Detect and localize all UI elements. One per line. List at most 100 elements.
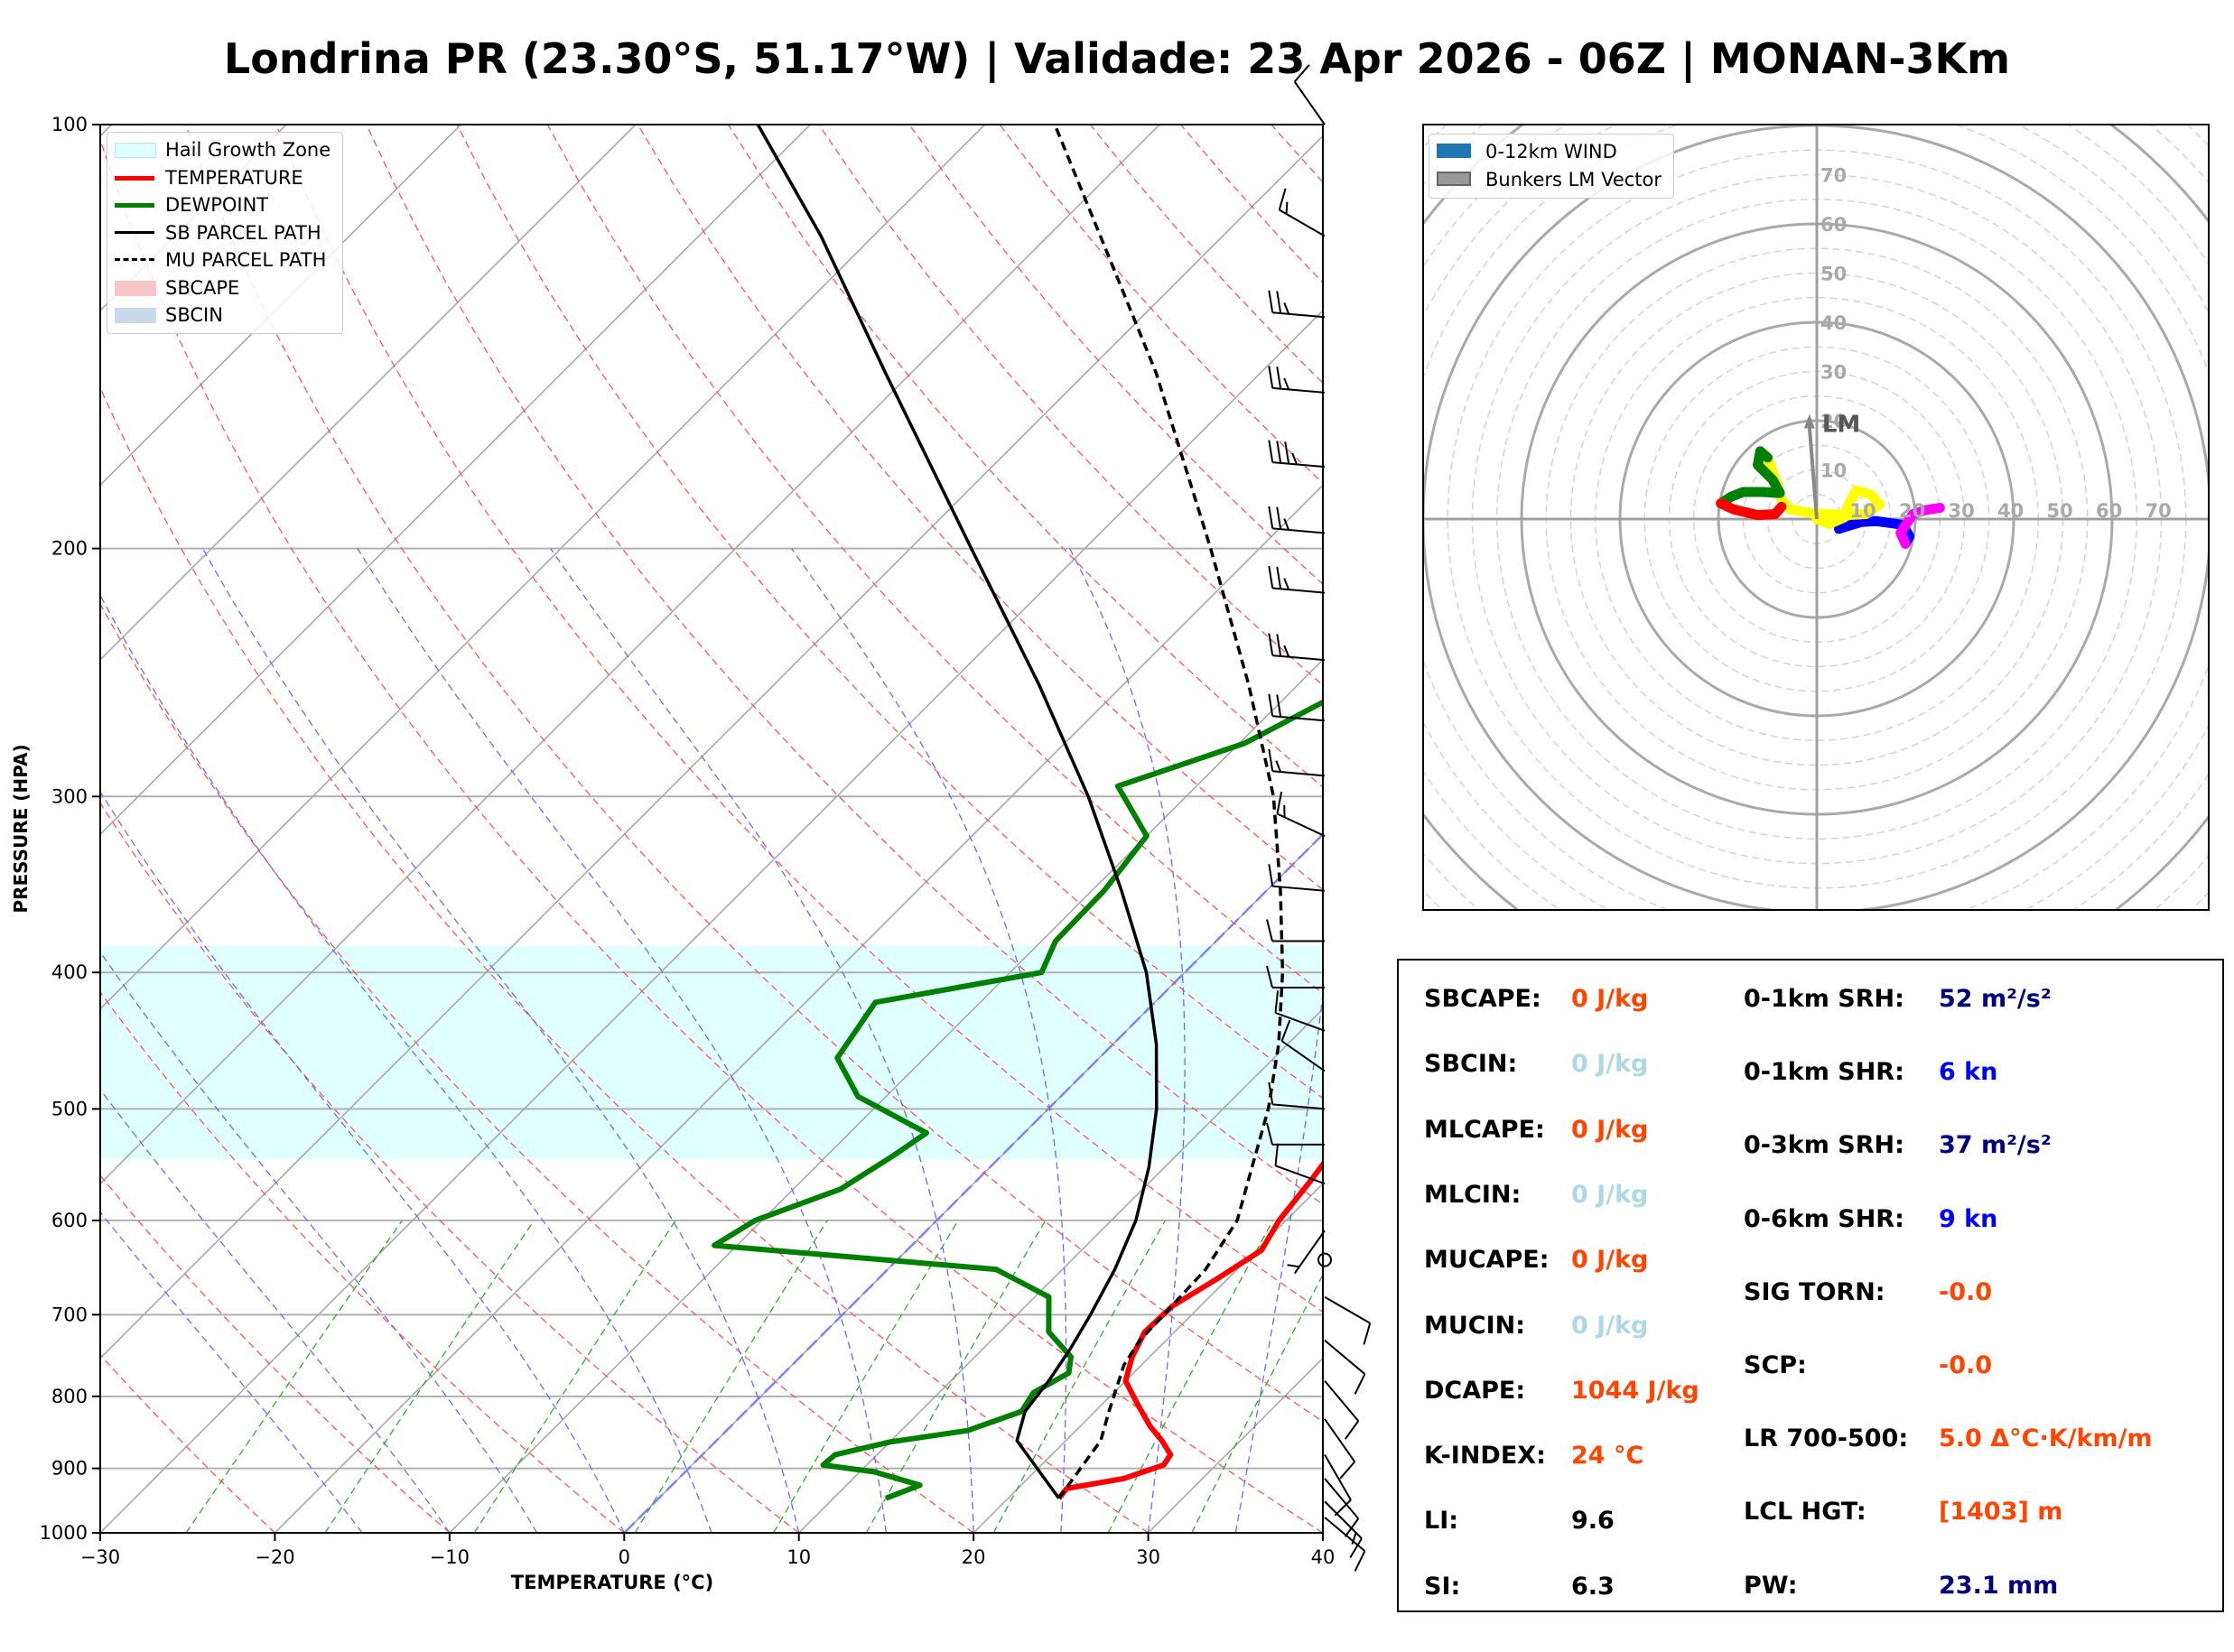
index-value: 1044 J/kg [1571, 1376, 1699, 1405]
mixing-ratio-line [773, 1220, 959, 1533]
index-label: 0-1km SHR: [1744, 1058, 1904, 1087]
ring-label-y: 50 [1820, 264, 1847, 285]
wind-barb [1324, 1380, 1360, 1440]
index-panel: SBCAPE: 0 J/kg SBCIN: 0 J/kg MLCAPE: 0 J/kg ML… [1397, 959, 2224, 1612]
y-tick-label: 1000 [40, 1522, 88, 1544]
mixing-ratio-line [634, 1220, 828, 1533]
x-tick-label: 30 [1136, 1546, 1160, 1568]
y-tick-label: 400 [51, 961, 88, 983]
moist-adiabat [100, 594, 712, 1533]
index-label: SBCAPE: [1424, 985, 1541, 1013]
wind-barb [1280, 1019, 1326, 1072]
legend-item: 0-12km WIND [1429, 138, 1673, 165]
mu-parcel-line [1053, 125, 1285, 1499]
lm-label: LM [1822, 412, 1860, 439]
index-label: MUCAPE: [1424, 1246, 1550, 1275]
legend-label: SBCIN [165, 304, 223, 326]
wind-barb [1324, 1340, 1366, 1395]
wind-barb [1324, 1418, 1356, 1480]
wind-barb [1268, 440, 1326, 469]
wind-barb [1287, 1230, 1326, 1275]
moist-adiabat [100, 1088, 451, 1533]
ring-label-x: 60 [2096, 500, 2122, 522]
temperature-line [1056, 1159, 1323, 1500]
legend-label: SB PARCEL PATH [165, 221, 321, 244]
legend-label: MU PARCEL PATH [165, 249, 327, 271]
index-value: -0.0 [1939, 1277, 1993, 1306]
index-label: SCP: [1744, 1351, 1807, 1379]
hodograph-ring [1423, 125, 2209, 910]
hail-growth-zone [100, 945, 1323, 1160]
mixing-ratio-line [1191, 1273, 1323, 1533]
wind-barb [1268, 506, 1326, 534]
dry-adiabat [275, 125, 1323, 1313]
legend-swatch [1437, 144, 1471, 158]
index-label: MUCIN: [1424, 1311, 1526, 1340]
dry-adiabat [637, 125, 1323, 891]
dry-adiabat [100, 386, 1149, 1533]
hodograph-frame [1422, 124, 2210, 911]
dry-adiabat [100, 1174, 451, 1533]
dewpoint-line [712, 699, 1323, 1501]
isotherm-line [100, 135, 1323, 1360]
hodograph-segment-green [1716, 446, 1785, 509]
isotherm-line [100, 125, 986, 1010]
index-value: 0 J/kg [1571, 1180, 1649, 1209]
wind-barb [1266, 919, 1325, 942]
ring-label-y: 70 [1820, 165, 1847, 187]
ring-label-x: 40 [1997, 500, 2024, 522]
y-tick-label: 100 [51, 114, 88, 135]
index-value: 24 °C [1571, 1442, 1644, 1471]
y-tick-label: 300 [51, 785, 88, 807]
legend-item: MU PARCEL PATH [107, 246, 342, 274]
dry-adiabat [100, 802, 800, 1533]
dry-adiabat [100, 138, 1323, 1533]
wind-barb [1324, 1453, 1352, 1517]
moist-adiabat [100, 1211, 363, 1533]
wind-barb [1274, 990, 1326, 1032]
skew-t-legend: Hail Growth Zone TEMPERATURE DEWPOINT SB PA… [107, 132, 343, 334]
index-label: MLCIN: [1424, 1180, 1522, 1209]
ring-label-y: 10 [1820, 460, 1847, 482]
x-tick-label: 0 [619, 1546, 630, 1568]
index-label: 0-3km SRH: [1744, 1131, 1904, 1160]
y-tick-label: 600 [51, 1210, 88, 1231]
hodograph-plot-area [1226, 0, 2234, 1109]
wind-barb [1266, 965, 1325, 988]
index-label: LCL HGT: [1744, 1498, 1866, 1527]
y-tick-label: 800 [51, 1386, 88, 1407]
wind-barb [1278, 188, 1326, 237]
wind-barb [1317, 1252, 1332, 1267]
wind-barb [1268, 633, 1326, 662]
index-value: 0 J/kg [1571, 1246, 1649, 1275]
wind-barb [1268, 748, 1326, 777]
wind-barb [1293, 64, 1326, 125]
moist-adiabat [100, 790, 625, 1533]
dry-adiabat [546, 125, 1323, 995]
y-tick-label: 700 [51, 1304, 88, 1325]
x-tick-label: 10 [787, 1546, 811, 1568]
legend-label: DEWPOINT [165, 194, 269, 216]
dry-adiabat [100, 990, 625, 1533]
legend-item: SB PARCEL PATH [107, 219, 342, 246]
legend-swatch [115, 280, 156, 296]
legend-swatch [115, 175, 154, 181]
legend-swatch [1437, 172, 1471, 186]
ring-label-x: 30 [1949, 500, 1975, 522]
wind-barb [1268, 290, 1326, 319]
wind-barb [1268, 366, 1326, 394]
index-value: 9 kn [1939, 1204, 1998, 1233]
hodograph-segment-magenta [1895, 503, 1945, 549]
x-tick-label: 40 [1311, 1546, 1336, 1568]
hodograph-ring [1226, 0, 2234, 1109]
wind-barb [1268, 693, 1326, 722]
index-value: 0 J/kg [1571, 985, 1649, 1013]
index-value: 6.3 [1571, 1572, 1615, 1601]
ring-label-y: 40 [1820, 312, 1847, 334]
index-value: [1403] m [1939, 1498, 2063, 1527]
legend-item: TEMPERATURE [107, 164, 342, 191]
index-label: LR 700-500: [1744, 1425, 1909, 1453]
index-value: 0 J/kg [1571, 1050, 1649, 1079]
